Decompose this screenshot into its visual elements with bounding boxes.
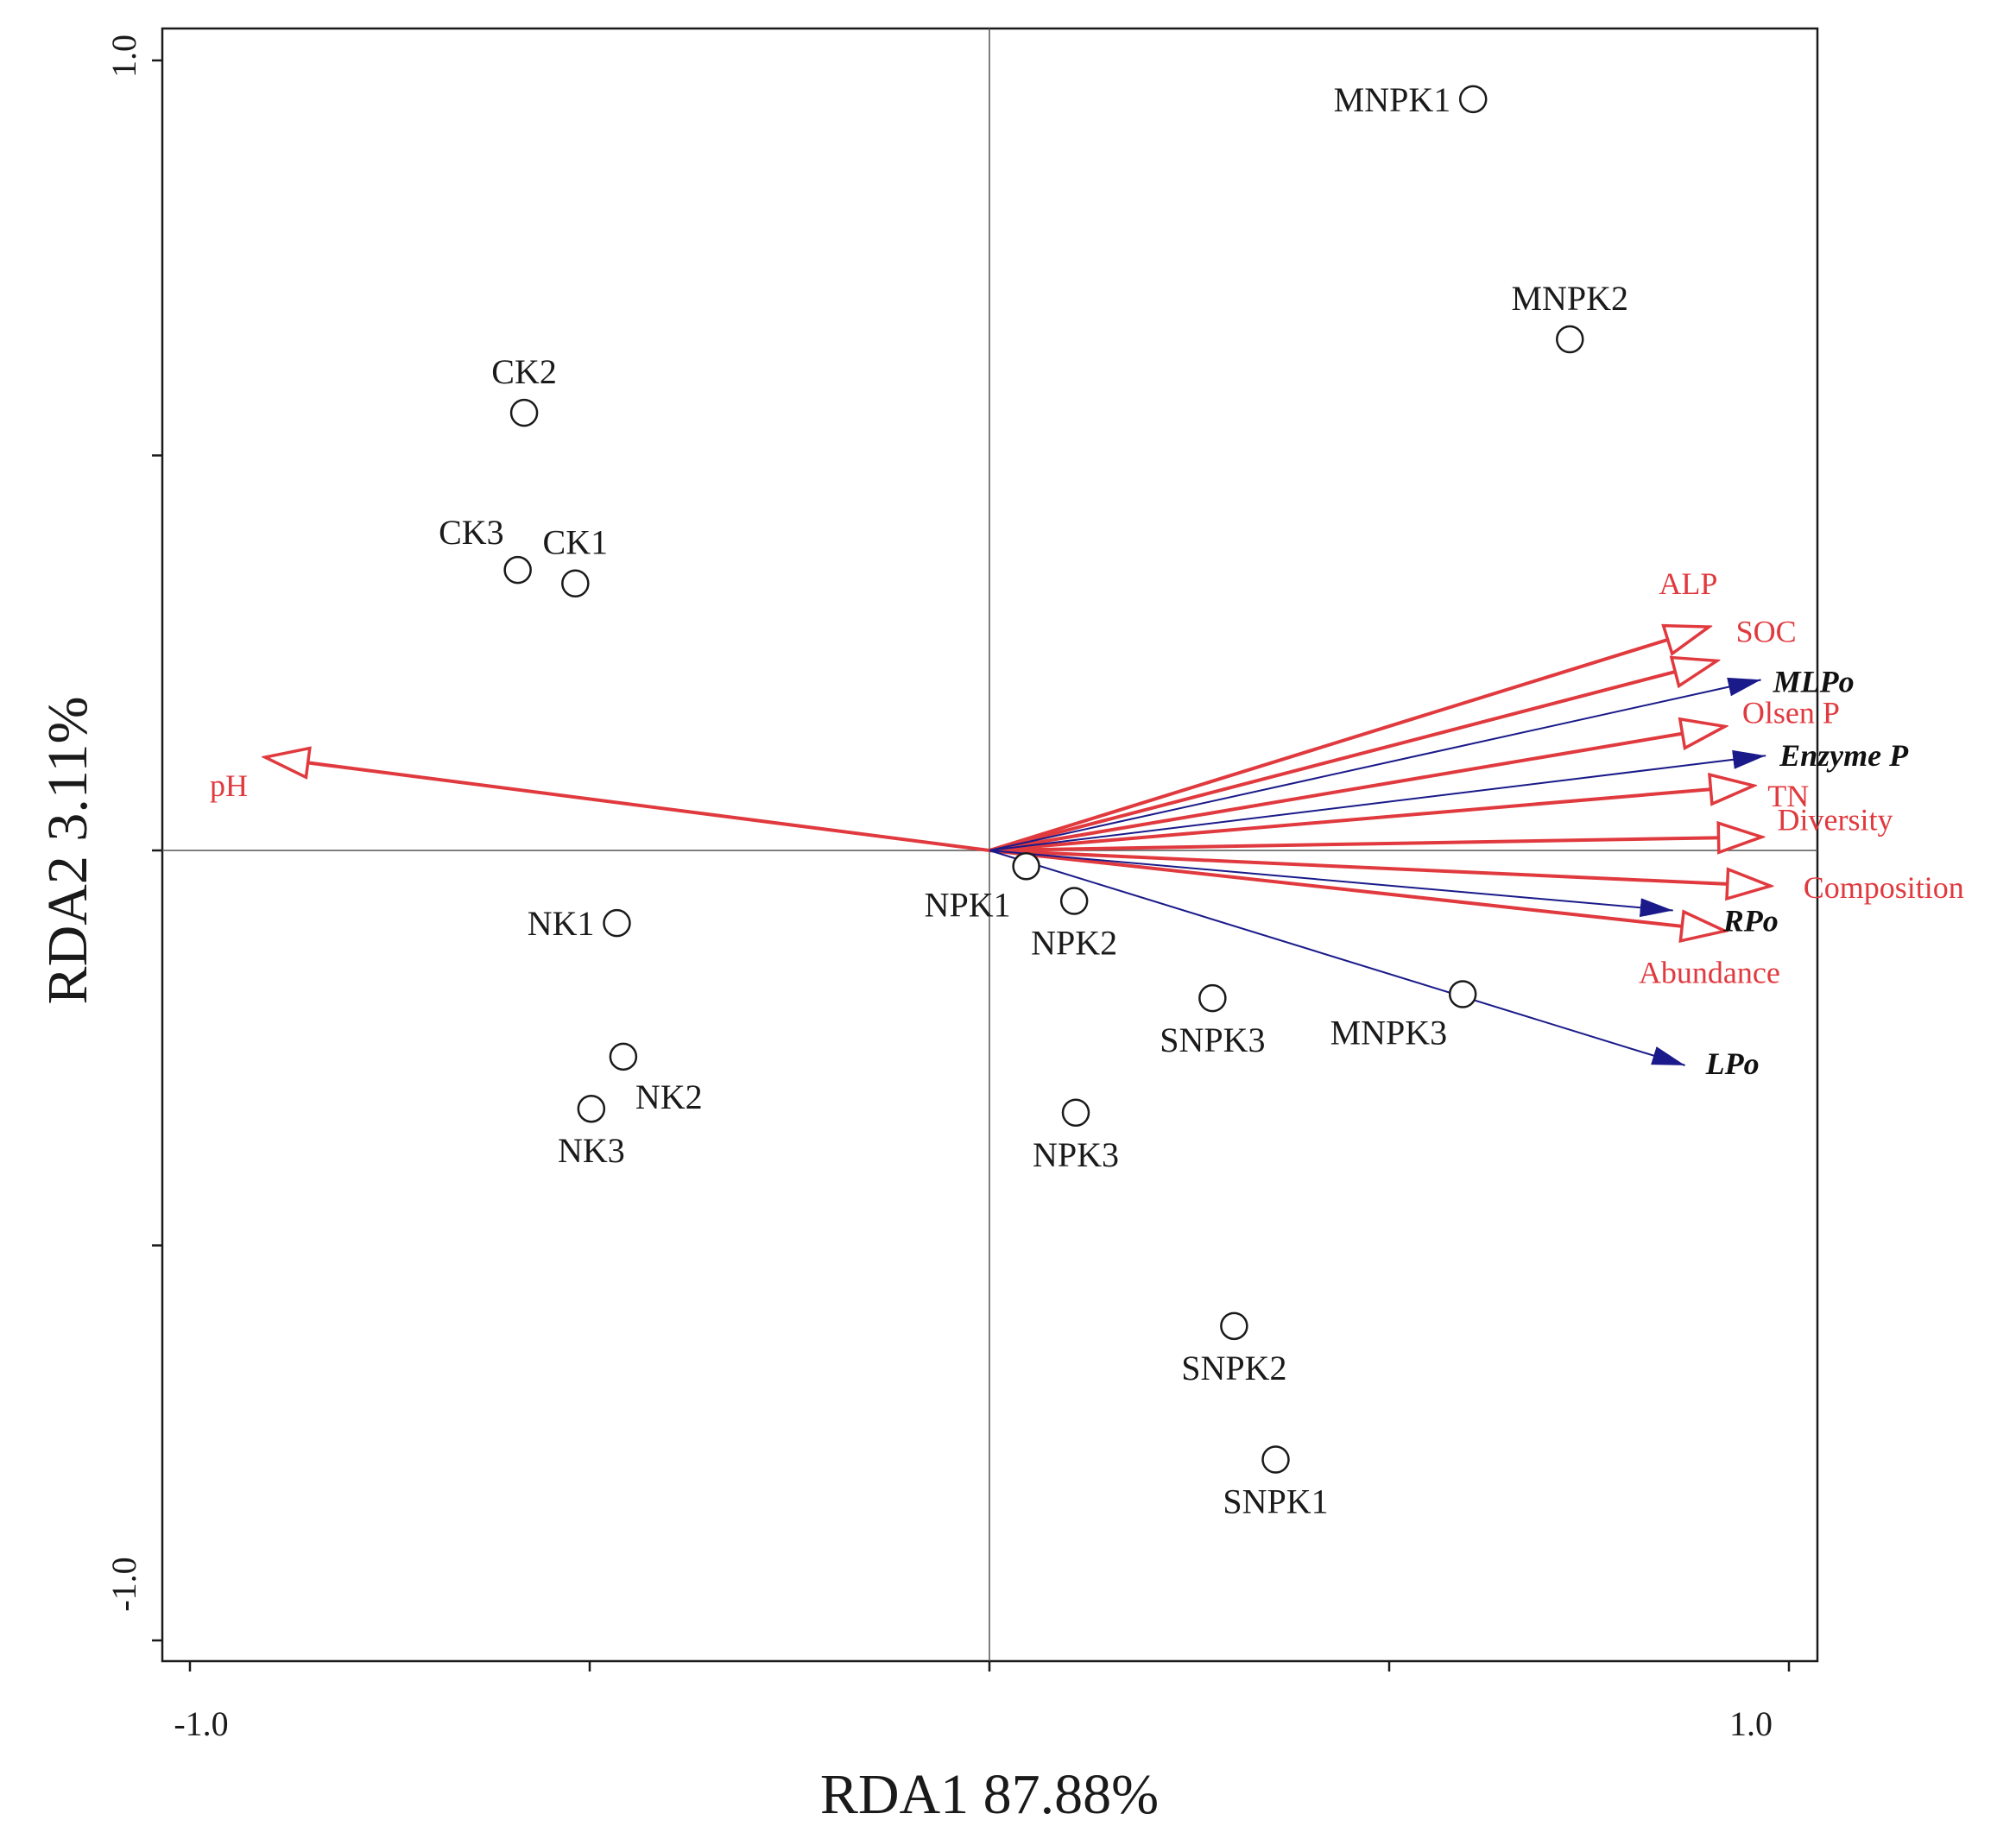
env-label-ph: pH xyxy=(210,768,248,803)
sample-point-ck2 xyxy=(509,398,539,427)
sample-label-mnpk1: MNPK1 xyxy=(1334,80,1451,119)
species-label-lpo: LPo xyxy=(1705,1046,1760,1081)
sample-point-mnpk1 xyxy=(1458,85,1488,114)
sample-label-ck1: CK1 xyxy=(543,523,609,562)
sample-point-nk1 xyxy=(603,908,631,938)
env-arrow-olsen-p xyxy=(989,726,1725,852)
env-label-tn: TN xyxy=(1767,779,1809,813)
y-axis-title: RDA2 3.11% xyxy=(36,697,99,1005)
species-arrow-rpo xyxy=(989,850,1673,918)
sample-point-nk3 xyxy=(577,1094,606,1123)
x-axis-ticks xyxy=(188,1661,1791,1672)
sample-point-mnpk3 xyxy=(1448,980,1477,1008)
sample-point-mnpk2 xyxy=(1556,325,1584,354)
env-label-composition: Composition xyxy=(1804,870,1964,905)
env-arrow-ph xyxy=(265,757,990,852)
env-arrow-soc xyxy=(989,660,1717,852)
sample-point-snpk1 xyxy=(1261,1445,1290,1474)
species-label-rpo: RPo xyxy=(1722,904,1779,938)
sample-label-mnpk3: MNPK3 xyxy=(1330,1014,1448,1052)
env-arrow-alp xyxy=(989,627,1709,852)
env-arrow-tn xyxy=(989,786,1754,852)
env-arrow-composition xyxy=(989,849,1771,886)
sample-point-snpk3 xyxy=(1198,983,1227,1013)
sample-label-mnpk2: MNPK2 xyxy=(1511,279,1628,318)
y-axis-ticks xyxy=(152,59,162,1642)
species-label-mlpo: MLPo xyxy=(1773,664,1855,698)
sample-label-snpk2: SNPK2 xyxy=(1181,1349,1286,1387)
species-label-enzyme-p: Enzyme P xyxy=(1779,738,1909,773)
sample-label-ck3: CK3 xyxy=(439,513,504,552)
env-label-olsen-p: Olsen P xyxy=(1742,695,1840,730)
x-tick-label-min: -1.0 xyxy=(174,1704,228,1743)
sample-label-snpk1: SNPK1 xyxy=(1223,1482,1328,1520)
y-tick-label-max: 1.0 xyxy=(104,35,143,78)
sample-label-npk3: NPK3 xyxy=(1033,1135,1119,1174)
env-label-abundance: Abundance xyxy=(1639,955,1780,989)
sample-points: MNPK1 MNPK2 CK2 CK3 CK1 NK1 NK2 NK3 NPK1 NPK2 NPK3… xyxy=(439,80,1628,1521)
species-arrow-lpo xyxy=(989,850,1685,1066)
env-label-alp: ALP xyxy=(1659,566,1717,601)
env-arrow-diversity xyxy=(989,837,1762,850)
env-label-diversity: Diversity xyxy=(1778,802,1893,837)
sample-label-nk1: NK1 xyxy=(528,904,595,943)
sample-label-npk1: NPK1 xyxy=(925,885,1011,924)
env-arrow-abundance xyxy=(989,849,1725,931)
sample-label-ck2: CK2 xyxy=(491,352,557,391)
sample-point-ck3 xyxy=(503,555,532,585)
sample-point-npk2 xyxy=(1059,887,1089,915)
x-axis-title: RDA1 87.88% xyxy=(820,1763,1159,1826)
sample-point-nk2 xyxy=(609,1042,638,1071)
sample-label-nk2: NK2 xyxy=(635,1077,703,1116)
species-arrow-enzyme-p xyxy=(989,749,1766,851)
species-vectors: MLPo Enzyme P RPo LPo xyxy=(989,664,1909,1081)
sample-label-nk3: NK3 xyxy=(558,1131,625,1170)
x-tick-label-max: 1.0 xyxy=(1729,1704,1773,1743)
sample-point-snpk2 xyxy=(1220,1311,1248,1341)
y-tick-label-min: -1.0 xyxy=(104,1557,143,1611)
sample-point-npk3 xyxy=(1061,1098,1090,1128)
env-label-soc: SOC xyxy=(1736,614,1797,648)
sample-label-snpk3: SNPK3 xyxy=(1160,1021,1265,1059)
species-arrow-mlpo xyxy=(989,677,1761,851)
sample-label-npk2: NPK2 xyxy=(1031,924,1117,963)
sample-point-ck1 xyxy=(561,569,590,597)
sample-point-npk1 xyxy=(1012,852,1040,881)
